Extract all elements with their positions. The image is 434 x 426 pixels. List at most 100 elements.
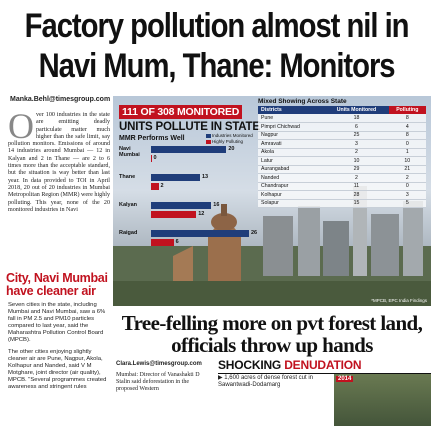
table-header-polluting: Polluting (388, 106, 426, 114)
table-row: Chandrapur 11 0 (258, 182, 426, 191)
byline: Manka.Behl@timesgroup.com (10, 96, 111, 103)
table-cell-monitored: 15 (324, 199, 389, 208)
legend-swatch-polluting (206, 139, 211, 144)
table-row: Latur 10 10 (258, 156, 426, 166)
bar-category-label: Raigad (119, 230, 138, 236)
legend-item-monitored: Industries Monitored (206, 133, 253, 139)
table-cell-district: Latur (258, 156, 325, 166)
bar-monitored (151, 230, 249, 237)
lead-article: O ver 100 industries in the state are em… (8, 106, 110, 214)
bar-value-label: 6 (175, 239, 179, 245)
table-header-districts: Districts (258, 106, 325, 114)
shock-bullet: ▶ 1,600 acres of dense forest cut in Saw… (218, 375, 314, 389)
table-row: Pimpri Chichwad 6 4 (258, 122, 426, 132)
table-cell-monitored: 29 (324, 165, 389, 174)
table-cell-monitored: 25 (324, 131, 389, 140)
table-cell-monitored: 18 (324, 114, 389, 123)
table-row: Pune 18 8 (258, 114, 426, 123)
graphic-title-black: UNITS POLLUTE IN STATE (119, 121, 260, 133)
legend-label-monitored: Industries Monitored (212, 133, 253, 138)
table-header-row: Districts Units Monitored Polluting (258, 106, 426, 114)
table-cell-monitored: 2 (324, 148, 389, 157)
table-cell-district: Amravati (258, 139, 325, 149)
table-cell-monitored: 2 (324, 173, 389, 183)
table-cell-district: Aurangabad (258, 165, 325, 174)
mmr-bar-chart: Navi Mumbai 20 0 Thane 13 2 Kalyan 16 12 Raigad 26… (119, 146, 259, 266)
bar-value-label: 2 (160, 183, 164, 189)
forest-photo: 2014 (334, 374, 431, 426)
state-table-box: Mixed Showing Across State Districts Uni… (258, 98, 426, 208)
photo-year-badge: 2014 (336, 376, 354, 382)
second-story-byline: Clara.Lewis@timesgroup.com (116, 361, 202, 367)
divider (218, 373, 431, 374)
table-cell-monitored: 28 (324, 190, 389, 200)
shock-head-red: DENUDATION (284, 358, 362, 372)
table-cell-district: Nanded (258, 173, 325, 183)
bar-polluting (151, 211, 197, 218)
bar-polluting (151, 155, 152, 162)
shock-head-black: SHOCKING (218, 358, 282, 372)
bar-category-label: Kalyan (119, 202, 138, 208)
sidebar-paragraph: Seven cities in the state, including Mum… (8, 302, 106, 344)
main-headline: Factory pollution almost nil in Navi Mum… (25, 0, 410, 88)
graphic-title-red: 111 OF 308 MONITORED (119, 105, 243, 119)
chart-legend: Industries Monitored Highly Polluting (206, 133, 253, 145)
table-cell-district: Chandrapur (258, 182, 325, 191)
bar-group: Thane 13 2 (119, 174, 259, 194)
second-story-body: Mumbai: Director of Vanashakti D Stalin … (116, 372, 200, 393)
chart-title: MMR Performs Well (119, 135, 185, 142)
drop-cap: O (8, 106, 34, 146)
sidebar-paragraph: The other cities enjoying slightly clean… (8, 348, 107, 391)
bar-group: Raigad 26 6 (119, 230, 259, 250)
sidebar-body: Seven cities in the state, including Mum… (8, 302, 110, 395)
table-cell-district: Pune (258, 114, 325, 123)
bar-group: Navi Mumbai 20 0 (119, 146, 259, 166)
headline-line-2: Navi Mum, Thane: Monitors (38, 47, 396, 85)
bar-monitored (151, 146, 227, 153)
table-cell-polluting: 21 (388, 165, 426, 174)
table-cell-district: Solapur (258, 199, 325, 208)
graphic-credit: *MPCB, EPC India Findings (371, 298, 427, 303)
bar-value-label: 13 (202, 174, 209, 180)
table-header-monitored: Units Monitored (324, 106, 389, 114)
shocking-denudation-box: SHOCKING DENUDATION ▶ 1,600 acres of den… (218, 358, 431, 426)
table-cell-polluting: 3 (388, 190, 426, 200)
table-cell-polluting: 5 (388, 199, 426, 208)
sidebar-headline: City, Navi Mumbai have cleaner air (6, 271, 108, 298)
bar-value-label: 26 (251, 230, 258, 236)
table-cell-polluting: 8 (388, 114, 426, 123)
table-cell-district: Nagpur (258, 131, 325, 140)
table-row: Solapur 15 5 (258, 199, 426, 208)
table-title: Mixed Showing Across State (258, 98, 347, 105)
table-cell-polluting: 10 (388, 156, 426, 166)
table-cell-polluting: 0 (388, 182, 426, 191)
shock-headline: SHOCKING DENUDATION (218, 358, 431, 372)
table-row: Aurangabad 29 21 (258, 165, 426, 174)
table-cell-monitored: 10 (324, 156, 389, 166)
table-cell-district: Pimpri Chichwad (258, 122, 325, 132)
bar-value-label: 0 (153, 155, 157, 161)
infographic: 111 OF 308 MONITORED UNITS POLLUTE IN ST… (113, 96, 431, 306)
table-cell-polluting: 0 (388, 139, 426, 149)
bar-monitored (151, 202, 212, 209)
bar-polluting (151, 183, 159, 190)
table-row: Nanded 2 2 (258, 173, 426, 183)
second-story-headline: Tree-felling more on pvt forest land, of… (121, 311, 423, 357)
bar-value-label: 16 (213, 202, 220, 208)
bar-category-label: Thane (119, 174, 136, 180)
bar-value-label: 20 (228, 146, 235, 152)
lead-text: ver 100 industries in the state are emit… (8, 112, 110, 213)
bar-polluting (151, 239, 174, 246)
table-cell-monitored: 6 (324, 122, 389, 132)
table-row: Kolhapur 28 3 (258, 190, 426, 200)
table-cell-district: Kolhapur (258, 190, 325, 200)
table-cell-polluting: 8 (388, 131, 426, 140)
table-row: Akola 2 1 (258, 148, 426, 157)
bar-value-label: 12 (198, 211, 205, 217)
bar-monitored (151, 174, 200, 181)
table-cell-monitored: 11 (324, 182, 389, 191)
bar-category-label: Navi Mumbai (119, 146, 140, 158)
table-cell-polluting: 1 (388, 148, 426, 157)
table-cell-polluting: 4 (388, 122, 426, 132)
table-cell-district: Akola (258, 148, 325, 157)
